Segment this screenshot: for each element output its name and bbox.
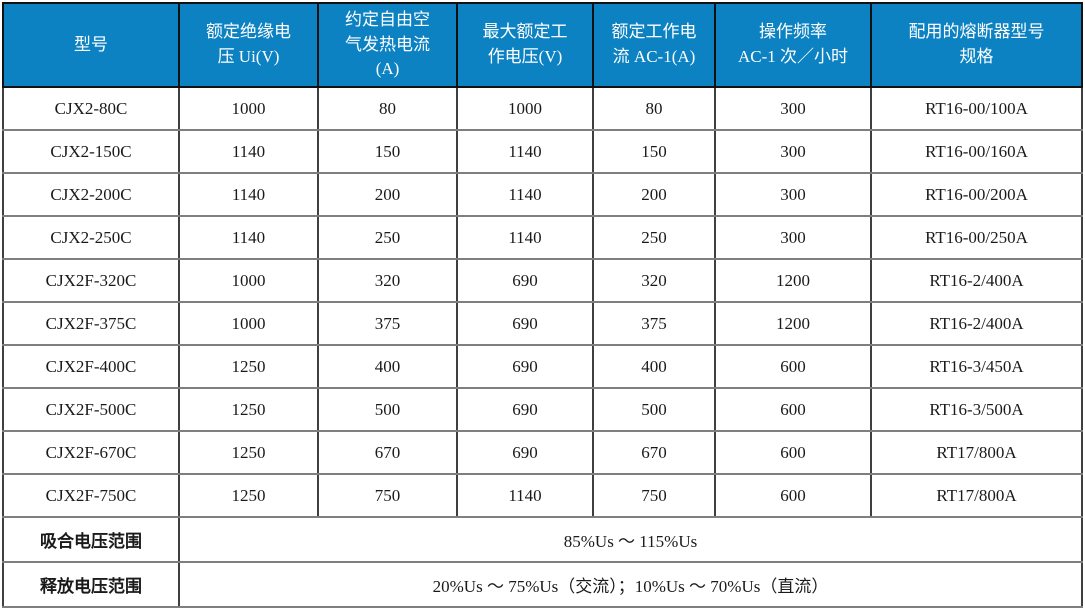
- rated-working-current-ac1-cell: 200: [592, 172, 716, 217]
- conventional-free-air-thermal-current-cell: 750: [317, 473, 458, 518]
- rated-insulation-voltage-cell: 1140: [178, 129, 319, 174]
- operating-frequency-cell: 600: [714, 473, 872, 518]
- table-row-release-voltage-range: 释放电压范围 20%Us ～ 75%Us（交流）；10%Us ～ 70%Us（直流…: [2, 561, 1083, 608]
- rated-working-current-ac1-cell: 80: [592, 86, 716, 131]
- column-header-matching-fuse-spec: 配用的熔断器型号 规格: [870, 2, 1083, 88]
- release-voltage-range-value: 20%Us ～ 75%Us（交流）；10%Us ～ 70%Us（直流）: [178, 561, 1083, 608]
- operating-frequency-cell: 300: [714, 86, 872, 131]
- matching-fuse-spec-cell: RT16-2/400A: [870, 301, 1083, 346]
- model-cell: CJX2F-375C: [2, 301, 180, 346]
- model-cell: CJX2F-670C: [2, 430, 180, 475]
- matching-fuse-spec-cell: RT17/800A: [870, 430, 1083, 475]
- model-cell: CJX2-250C: [2, 215, 180, 260]
- rated-insulation-voltage-cell: 1250: [178, 387, 319, 432]
- max-rated-working-voltage-cell: 690: [456, 387, 594, 432]
- operating-frequency-cell: 300: [714, 215, 872, 260]
- max-rated-working-voltage-cell: 1140: [456, 473, 594, 518]
- operating-frequency-cell: 600: [714, 344, 872, 389]
- model-cell: CJX2F-320C: [2, 258, 180, 303]
- rated-working-current-ac1-cell: 750: [592, 473, 716, 518]
- column-header-operating-frequency: 操作频率 AC-1 次／小时: [714, 2, 872, 88]
- matching-fuse-spec-cell: RT17/800A: [870, 473, 1083, 518]
- model-cell: CJX2F-400C: [2, 344, 180, 389]
- rated-insulation-voltage-cell: 1140: [178, 215, 319, 260]
- rated-insulation-voltage-cell: 1000: [178, 301, 319, 346]
- rated-working-current-ac1-cell: 320: [592, 258, 716, 303]
- pull-in-voltage-range-label: 吸合电压范围: [2, 516, 180, 563]
- rated-insulation-voltage-cell: 1250: [178, 430, 319, 475]
- rated-working-current-ac1-cell: 250: [592, 215, 716, 260]
- matching-fuse-spec-cell: RT16-00/200A: [870, 172, 1083, 217]
- operating-frequency-cell: 300: [714, 129, 872, 174]
- max-rated-working-voltage-cell: 690: [456, 430, 594, 475]
- conventional-free-air-thermal-current-cell: 80: [317, 86, 458, 131]
- rated-working-current-ac1-cell: 150: [592, 129, 716, 174]
- rated-insulation-voltage-cell: 1000: [178, 86, 319, 131]
- matching-fuse-spec-cell: RT16-3/500A: [870, 387, 1083, 432]
- table-row: CJX2F-670C 1250 670 690 670 600 RT17/800A: [2, 430, 1083, 475]
- max-rated-working-voltage-cell: 1140: [456, 172, 594, 217]
- max-rated-working-voltage-cell: 1140: [456, 129, 594, 174]
- rated-insulation-voltage-cell: 1140: [178, 172, 319, 217]
- model-cell: CJX2-150C: [2, 129, 180, 174]
- max-rated-working-voltage-cell: 1000: [456, 86, 594, 131]
- rated-insulation-voltage-cell: 1250: [178, 473, 319, 518]
- operating-frequency-cell: 600: [714, 430, 872, 475]
- conventional-free-air-thermal-current-cell: 150: [317, 129, 458, 174]
- table-row: CJX2-200C 1140 200 1140 200 300 RT16-00/200A: [2, 172, 1083, 217]
- release-voltage-range-label: 释放电压范围: [2, 561, 180, 608]
- conventional-free-air-thermal-current-cell: 250: [317, 215, 458, 260]
- table-row: CJX2-80C 1000 80 1000 80 300 RT16-00/100A: [2, 86, 1083, 131]
- operating-frequency-cell: 1200: [714, 258, 872, 303]
- conventional-free-air-thermal-current-cell: 500: [317, 387, 458, 432]
- table-row: CJX2-250C 1140 250 1140 250 300 RT16-00/250A: [2, 215, 1083, 260]
- rated-insulation-voltage-cell: 1250: [178, 344, 319, 389]
- model-cell: CJX2-200C: [2, 172, 180, 217]
- table-row: CJX2F-400C 1250 400 690 400 600 RT16-3/450A: [2, 344, 1083, 389]
- column-header-rated-insulation-voltage: 额定绝缘电 压 Ui(V): [178, 2, 319, 88]
- conventional-free-air-thermal-current-cell: 375: [317, 301, 458, 346]
- table-row: CJX2F-375C 1000 375 690 375 1200 RT16-2/400A: [2, 301, 1083, 346]
- model-cell: CJX2F-500C: [2, 387, 180, 432]
- rated-working-current-ac1-cell: 670: [592, 430, 716, 475]
- operating-frequency-cell: 300: [714, 172, 872, 217]
- operating-frequency-cell: 600: [714, 387, 872, 432]
- model-cell: CJX2F-750C: [2, 473, 180, 518]
- table-row: CJX2F-750C 1250 750 1140 750 600 RT17/800A: [2, 473, 1083, 518]
- table-row-pull-in-voltage-range: 吸合电压范围 85%Us ～ 115%Us: [2, 516, 1083, 563]
- conventional-free-air-thermal-current-cell: 320: [317, 258, 458, 303]
- rated-working-current-ac1-cell: 375: [592, 301, 716, 346]
- matching-fuse-spec-cell: RT16-00/250A: [870, 215, 1083, 260]
- matching-fuse-spec-cell: RT16-3/450A: [870, 344, 1083, 389]
- model-cell: CJX2-80C: [2, 86, 180, 131]
- column-header-max-rated-working-voltage: 最大额定工 作电压(V): [456, 2, 594, 88]
- max-rated-working-voltage-cell: 1140: [456, 215, 594, 260]
- rated-working-current-ac1-cell: 400: [592, 344, 716, 389]
- column-header-model: 型号: [2, 2, 180, 88]
- table-row: CJX2F-320C 1000 320 690 320 1200 RT16-2/400A: [2, 258, 1083, 303]
- table-row: CJX2-150C 1140 150 1140 150 300 RT16-00/160A: [2, 129, 1083, 174]
- max-rated-working-voltage-cell: 690: [456, 258, 594, 303]
- conventional-free-air-thermal-current-cell: 670: [317, 430, 458, 475]
- max-rated-working-voltage-cell: 690: [456, 301, 594, 346]
- conventional-free-air-thermal-current-cell: 400: [317, 344, 458, 389]
- column-header-rated-working-current-ac1: 额定工作电 流 AC-1(A): [592, 2, 716, 88]
- matching-fuse-spec-cell: RT16-00/100A: [870, 86, 1083, 131]
- max-rated-working-voltage-cell: 690: [456, 344, 594, 389]
- column-header-conventional-free-air-thermal-current: 约定自由空 气发热电流 (A): [317, 2, 458, 88]
- rated-insulation-voltage-cell: 1000: [178, 258, 319, 303]
- header-row: 型号 额定绝缘电 压 Ui(V) 约定自由空 气发热电流 (A) 最大额定工 作电压(…: [2, 2, 1083, 88]
- rated-working-current-ac1-cell: 500: [592, 387, 716, 432]
- matching-fuse-spec-cell: RT16-00/160A: [870, 129, 1083, 174]
- pull-in-voltage-range-value: 85%Us ～ 115%Us: [178, 516, 1083, 563]
- table-row: CJX2F-500C 1250 500 690 500 600 RT16-3/500A: [2, 387, 1083, 432]
- matching-fuse-spec-cell: RT16-2/400A: [870, 258, 1083, 303]
- conventional-free-air-thermal-current-cell: 200: [317, 172, 458, 217]
- operating-frequency-cell: 1200: [714, 301, 872, 346]
